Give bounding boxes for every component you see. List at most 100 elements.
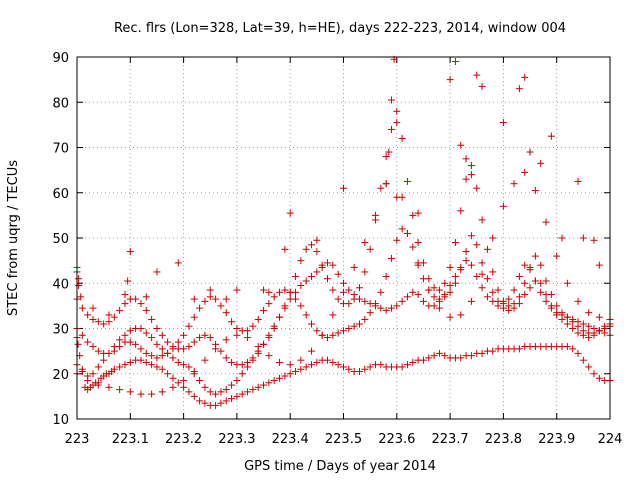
data-point — [558, 309, 566, 317]
x-tick-label: 223.9 — [538, 432, 575, 447]
data-point — [212, 401, 220, 409]
data-point — [537, 261, 545, 269]
data-point — [563, 279, 571, 287]
data-point — [75, 275, 83, 283]
data-point — [361, 268, 369, 276]
data-point — [478, 270, 486, 278]
data-point — [89, 304, 97, 312]
data-point — [137, 356, 145, 364]
data-point — [515, 85, 523, 93]
data-point — [233, 377, 241, 385]
data-point — [467, 232, 475, 240]
data-point — [387, 304, 395, 312]
data-point — [137, 300, 145, 308]
data-point — [355, 284, 363, 292]
data-point — [542, 218, 550, 226]
data-point — [345, 365, 353, 373]
data-point — [340, 363, 347, 371]
data-point — [569, 345, 577, 353]
data-point — [377, 184, 385, 192]
data-point — [100, 320, 108, 328]
data-point — [590, 236, 598, 244]
data-point — [281, 286, 289, 294]
data-point — [233, 392, 241, 400]
data-point — [308, 361, 316, 369]
data-point — [457, 141, 465, 149]
data-point — [94, 347, 102, 355]
data-point — [153, 325, 161, 332]
data-point — [329, 261, 337, 269]
data-point — [537, 288, 545, 296]
data-point — [100, 356, 108, 364]
data-point — [403, 361, 411, 369]
data-point — [124, 277, 132, 285]
plot-frame — [76, 56, 611, 420]
data-point — [297, 302, 305, 310]
data-point — [340, 279, 347, 287]
data-point — [190, 367, 198, 375]
data-point — [126, 338, 134, 346]
data-point — [308, 241, 316, 249]
data-point — [196, 304, 204, 312]
data-point — [334, 270, 342, 278]
data-point — [190, 392, 198, 400]
data-point — [78, 365, 86, 373]
data-point — [403, 177, 411, 185]
data-point — [398, 225, 406, 233]
data-points — [73, 55, 614, 409]
data-point — [430, 352, 438, 360]
data-point — [329, 311, 337, 319]
data-point — [132, 295, 140, 303]
data-point — [238, 390, 246, 398]
data-point — [302, 363, 310, 371]
data-point — [531, 186, 539, 194]
data-point — [601, 325, 609, 332]
data-point — [270, 293, 278, 301]
data-point — [164, 349, 172, 357]
data-point — [270, 325, 278, 332]
data-point — [174, 379, 182, 387]
data-point — [446, 263, 454, 271]
data-point — [302, 311, 310, 319]
data-point — [308, 347, 316, 355]
data-point — [142, 358, 150, 366]
data-point — [361, 315, 369, 323]
data-point — [89, 315, 97, 323]
data-point — [265, 334, 273, 342]
data-point — [297, 365, 305, 373]
data-point — [116, 343, 124, 351]
data-point — [201, 356, 209, 364]
data-point — [158, 345, 166, 353]
data-point — [84, 311, 92, 319]
data-point — [553, 302, 561, 310]
data-point — [462, 248, 470, 256]
data-point — [292, 272, 300, 280]
data-point — [222, 309, 230, 317]
data-point — [361, 365, 369, 373]
data-point — [105, 311, 113, 319]
data-point — [585, 363, 593, 371]
data-point — [457, 311, 465, 319]
y-tick-label: 20 — [52, 368, 69, 383]
data-point — [206, 293, 214, 301]
data-point — [451, 58, 459, 66]
data-point — [574, 329, 582, 337]
data-point — [547, 291, 555, 299]
data-point — [393, 236, 401, 244]
data-point — [180, 377, 188, 385]
data-point — [462, 175, 470, 183]
data-point — [286, 361, 294, 369]
data-point — [212, 295, 220, 303]
data-point — [249, 386, 257, 394]
data-point — [185, 322, 193, 330]
data-point — [324, 334, 332, 342]
data-point — [281, 245, 289, 253]
data-point — [286, 370, 294, 378]
data-point — [244, 327, 252, 335]
y-tick-label: 40 — [52, 277, 69, 292]
data-point — [340, 288, 347, 296]
data-point — [393, 302, 401, 310]
data-point — [276, 374, 284, 382]
data-point — [196, 377, 204, 385]
data-point — [260, 381, 268, 389]
